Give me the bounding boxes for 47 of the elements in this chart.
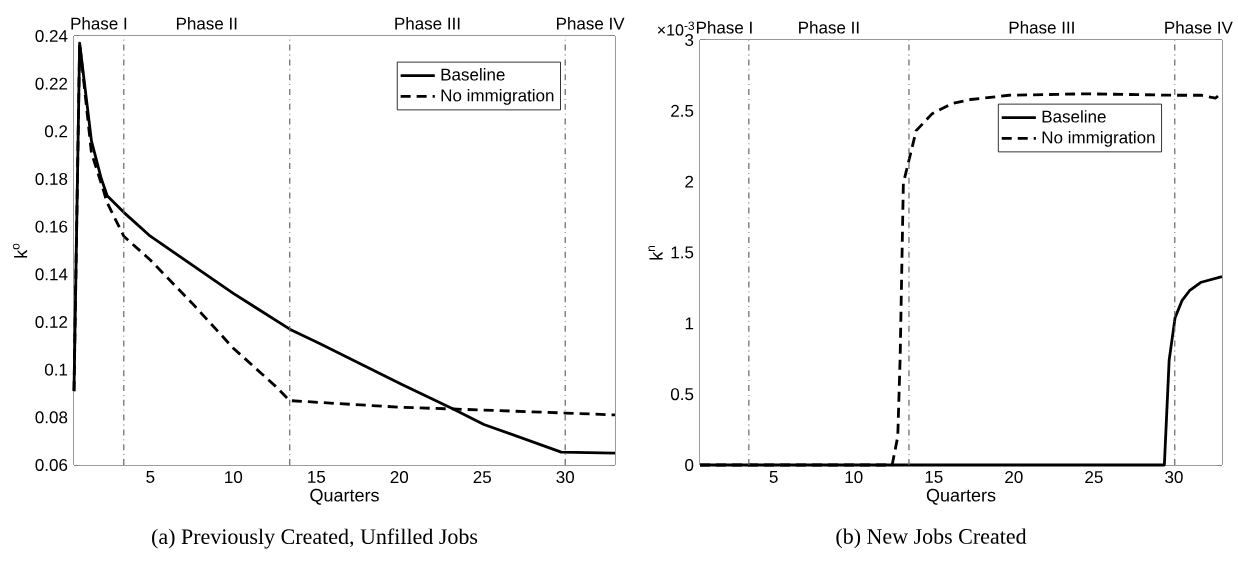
y-tick-label: 0.22 bbox=[35, 77, 68, 90]
text: (b) New Jobs Created bbox=[836, 528, 1027, 549]
band-label: Phase II bbox=[799, 21, 859, 34]
x-tick-label: 5 bbox=[769, 471, 778, 483]
y-tick-label: 3 bbox=[685, 33, 694, 46]
legend-label: No immigration bbox=[1042, 131, 1155, 147]
x-tick-label: 30 bbox=[1165, 471, 1183, 484]
x-tick-label: 20 bbox=[1005, 471, 1023, 484]
y-axis-title: k$^{n}$ bbox=[648, 245, 663, 260]
y-axis-title: k$^{o}$ bbox=[13, 243, 28, 258]
y-tick-label: 0.16 bbox=[35, 220, 68, 233]
x-tick-label: 15 bbox=[308, 471, 326, 483]
y-tick-label: 0.12 bbox=[35, 315, 68, 328]
x-axis-title: Quarters bbox=[310, 488, 379, 505]
y-tick-label: 2 bbox=[685, 175, 694, 188]
y-tick-label: 0.5 bbox=[670, 388, 694, 401]
legend-label: No immigration bbox=[441, 88, 554, 105]
band-label: Phase IV bbox=[557, 17, 625, 30]
band-label: Phase II bbox=[176, 17, 237, 30]
y-tick-label: 1.5 bbox=[671, 246, 694, 259]
y-tick-label: 0.14 bbox=[35, 268, 68, 281]
band-label: Phase III bbox=[1009, 21, 1074, 34]
band-label: Phase IV bbox=[1165, 21, 1233, 34]
y-tick-label: 0.08 bbox=[35, 411, 68, 424]
band-label: Phase III bbox=[395, 17, 460, 30]
legend-label: Baseline bbox=[441, 68, 505, 81]
y-tick-label: 0.06 bbox=[35, 458, 68, 471]
x-tick-label: 25 bbox=[473, 471, 491, 484]
y-tick-label: 1 bbox=[685, 317, 694, 330]
x-tick-label: 20 bbox=[390, 471, 409, 484]
y-tick-label: 2.5 bbox=[671, 104, 694, 117]
x-tick-label: 15 bbox=[925, 471, 943, 483]
x-tick-label: 25 bbox=[1085, 471, 1103, 484]
text: (a) Previously Created, Unfilled Jobs bbox=[152, 528, 478, 549]
x-tick-label: 10 bbox=[225, 471, 243, 484]
x-tick-label: 10 bbox=[845, 471, 863, 484]
y-tick-label: 0 bbox=[685, 458, 694, 471]
y-tick-label: 0.1 bbox=[44, 363, 68, 376]
legend-label: Baseline bbox=[1042, 110, 1106, 123]
y-tick-label: 0.24 bbox=[35, 29, 68, 42]
y-tick-label: 0.18 bbox=[35, 172, 68, 185]
x-tick-label: 30 bbox=[556, 471, 574, 484]
y-tick-label: 0.2 bbox=[44, 125, 68, 138]
band-label: Phase I bbox=[696, 21, 752, 34]
x-axis-title: Quarters bbox=[926, 488, 996, 505]
x-tick-label: 5 bbox=[146, 471, 155, 483]
band-label: Phase I bbox=[71, 17, 127, 30]
